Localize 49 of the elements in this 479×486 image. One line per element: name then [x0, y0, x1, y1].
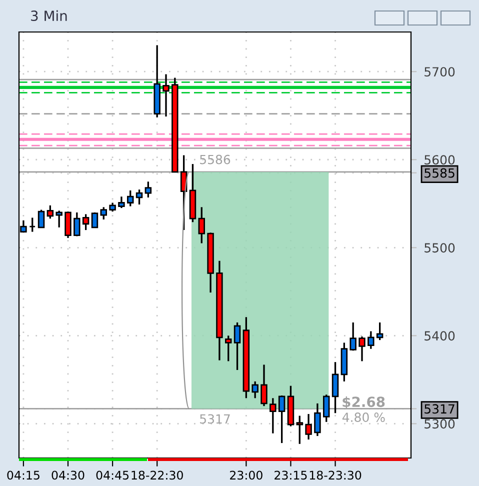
candlestick	[305, 413, 312, 440]
candlestick	[126, 190, 134, 208]
candlestick	[368, 330, 374, 350]
annotation: 4.80 %	[342, 412, 385, 422]
candlestick	[56, 210, 62, 228]
candlestick	[332, 361, 339, 414]
candlestick	[278, 394, 286, 444]
candlestick	[350, 322, 356, 352]
chart-title: 3 Min	[31, 10, 67, 22]
y-tick-label: 5300	[424, 419, 455, 429]
candlestick	[322, 394, 330, 423]
candlestick	[74, 212, 80, 238]
ref-line-label: 5586	[200, 154, 230, 164]
y-tick-label: 5400	[424, 331, 455, 341]
candlestick	[358, 336, 366, 362]
y-tick-label: 5500	[424, 243, 455, 253]
candlestick	[376, 322, 384, 341]
candlestick	[252, 380, 258, 399]
y-tick-label: 5317	[424, 404, 454, 414]
candlestick	[136, 188, 143, 206]
candlestick	[296, 414, 304, 445]
annotation: $2.68	[342, 396, 385, 409]
candlestick	[260, 364, 268, 407]
candlestick	[314, 402, 321, 437]
candlestick	[162, 73, 170, 118]
candlestick	[91, 212, 98, 228]
y-tick-label: 5600	[424, 155, 455, 165]
candlestick	[46, 204, 54, 220]
x-tick-label: 23:15	[274, 470, 307, 480]
candlestick	[224, 334, 232, 362]
x-tick-label: 23:00	[230, 470, 262, 480]
candlestick	[144, 180, 152, 198]
x-tick-label: 18-23:30	[310, 470, 362, 480]
candlestick	[28, 216, 36, 233]
candlestick	[270, 397, 276, 434]
candlestick	[100, 206, 108, 220]
x-tick-label: 18-22:30	[132, 470, 183, 480]
x-tick-label: 04:45	[96, 470, 129, 480]
x-tick-label: 04:30	[52, 470, 84, 480]
x-tick-label: 04:15	[7, 470, 40, 480]
candlestick	[118, 196, 125, 209]
candlestick	[234, 322, 241, 371]
candlestick	[198, 206, 206, 244]
candlestick	[64, 210, 72, 239]
ref-line-label: 5317	[200, 414, 230, 424]
candlestick	[82, 213, 90, 231]
y-tick-label: 5585	[424, 168, 454, 178]
candlestick	[38, 208, 45, 228]
y-tick-label: 5700	[424, 67, 455, 77]
